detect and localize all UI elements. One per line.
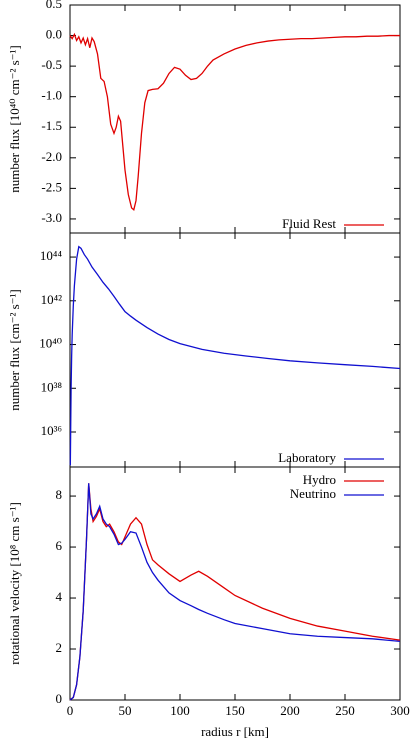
- y-tick-label: 6: [56, 538, 63, 553]
- x-tick-label: 100: [170, 703, 190, 718]
- x-tick-label: 250: [335, 703, 355, 718]
- series-line: [69, 483, 401, 701]
- series-line: [69, 245, 401, 466]
- x-tick-label: 150: [225, 703, 245, 718]
- y-axis-label: number flux [10⁴⁰ cm⁻² s⁻¹]: [7, 45, 22, 193]
- y-tick-label: 10⁴²: [41, 292, 63, 307]
- series-line: [69, 483, 401, 701]
- y-axis-label: rotational velocity [10⁸ cm s⁻¹]: [7, 502, 22, 665]
- legend-label: Fluid Rest: [282, 216, 336, 231]
- y-axis-label: number flux [cm⁻² s⁻¹]: [7, 289, 22, 411]
- y-tick-label: -1.5: [41, 118, 62, 133]
- y-tick-label: 2: [56, 640, 63, 655]
- x-tick-label: 0: [67, 703, 74, 718]
- x-tick-label: 200: [280, 703, 300, 718]
- legend-label: Laboratory: [278, 450, 336, 465]
- plot-frame: [69, 466, 401, 701]
- x-axis-label: radius r [km]: [201, 724, 269, 739]
- y-tick-label: 0.5: [46, 0, 62, 11]
- y-tick-label: 0.0: [46, 27, 62, 42]
- legend-label: Neutrino: [290, 486, 336, 501]
- x-tick-label: 50: [119, 703, 132, 718]
- y-tick-label: -2.5: [41, 179, 62, 194]
- x-tick-label: 300: [390, 703, 410, 718]
- y-tick-label: 10⁴⁰: [39, 336, 62, 351]
- y-tick-label: -0.5: [41, 57, 62, 72]
- series-line: [69, 32, 400, 211]
- legend-label: Hydro: [303, 472, 336, 487]
- y-tick-label: 10³⁸: [41, 379, 63, 394]
- y-tick-label: 4: [56, 589, 63, 604]
- plot-frame: [69, 232, 401, 468]
- y-tick-label: -2.0: [41, 149, 62, 164]
- y-tick-label: -1.0: [41, 88, 62, 103]
- y-tick-label: 8: [56, 487, 63, 502]
- y-tick-label: -3.0: [41, 210, 62, 225]
- y-tick-label: 0: [56, 691, 63, 706]
- y-tick-label: 10⁴⁴: [40, 248, 63, 263]
- y-tick-label: 10³⁶: [41, 423, 62, 438]
